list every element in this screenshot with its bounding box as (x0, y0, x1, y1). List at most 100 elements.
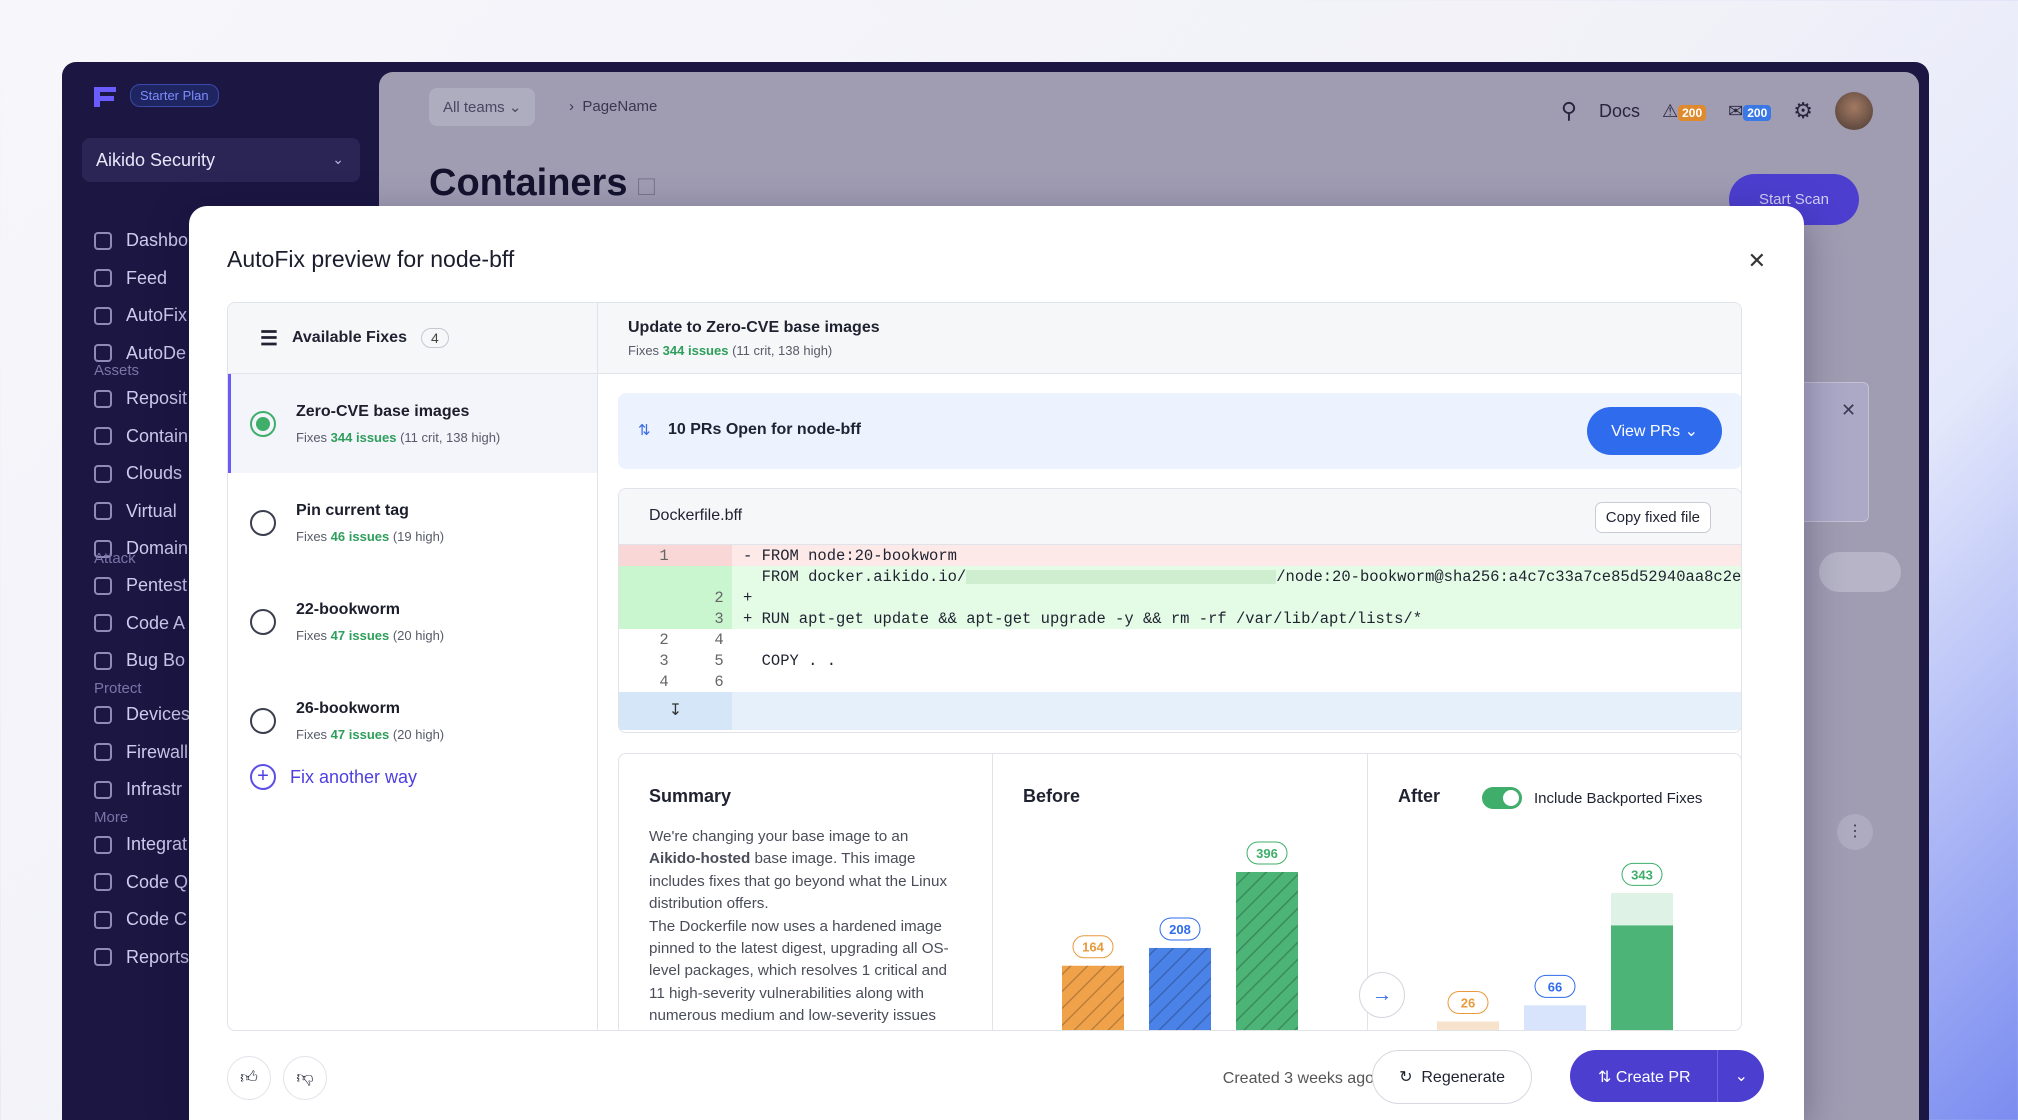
search-icon[interactable]: ⚲ (1560, 98, 1577, 123)
new-line-number: 5 (714, 652, 724, 670)
chart-bar-hatch (1149, 947, 1211, 1030)
summary-column: Summary We're changing your base image t… (619, 754, 993, 1030)
fix-detail-title: Update to Zero-CVE base images (628, 319, 880, 336)
regenerate-label: Regenerate (1421, 1069, 1505, 1086)
mail-icon[interactable]: ✉ 200 (1728, 101, 1772, 122)
regenerate-button[interactable]: ↻ Regenerate (1372, 1050, 1532, 1104)
new-line-number: 3 (714, 610, 724, 628)
sidebar-item[interactable]: Infrastr (94, 779, 182, 800)
sidebar-item-label: Reposit (126, 388, 188, 408)
expand-row[interactable]: ↧ (619, 692, 1741, 730)
fix-option[interactable]: Zero-CVE base images Fixes 344 issues (11… (228, 374, 597, 473)
code-text: + (743, 589, 753, 607)
sidebar-item[interactable]: AutoDe (94, 343, 186, 364)
chart-value-pill (1072, 935, 1114, 959)
create-pr-label: ⇅ Create PR (1598, 1069, 1691, 1086)
sidebar-item[interactable]: Integrat (94, 834, 187, 855)
backported-label: Include Backported Fixes (1534, 790, 1703, 807)
old-line-number: 4 (659, 673, 669, 691)
alerts-icon[interactable]: ⚠ 200 (1662, 101, 1707, 122)
code-text: + RUN apt-get update && apt-get upgrade … (743, 610, 1423, 628)
sidebar-item-label: Integrat (126, 834, 188, 854)
vm-icon (94, 502, 112, 520)
fix-issues: 47 issues (330, 627, 390, 643)
bookmark-icon[interactable]: □ (638, 170, 655, 201)
fix-title: Zero-CVE base images (296, 402, 470, 420)
diff-gutter (619, 545, 732, 566)
close-icon[interactable]: ✕ (1841, 400, 1857, 420)
more-icon[interactable]: ⋮ (1837, 814, 1873, 850)
sidebar-item[interactable]: Reposit (94, 388, 187, 409)
diff-line: 3 + RUN apt-get update && apt-get upgrade… (619, 608, 1741, 629)
sidebar-item-label: Code Q (126, 871, 189, 892)
diff-code: - FROM node:20-bookworm (743, 547, 957, 565)
fix-option[interactable]: Pin current tag Fixes 46 issues (19 high) (228, 473, 597, 572)
thumbs-down-icon[interactable]: 👎︎ (283, 1056, 327, 1100)
alerts-badge: 200 (1678, 104, 1707, 121)
docs-link[interactable]: Docs (1598, 100, 1640, 121)
sidebar-item[interactable]: Code Q (94, 872, 188, 893)
view-prs-button[interactable]: View PRs ⌄ (1587, 407, 1722, 455)
sidebar-item[interactable]: Domain (94, 538, 188, 559)
gear-icon[interactable]: ⚙ (1793, 98, 1813, 123)
radio-icon[interactable] (250, 509, 276, 536)
diff-code: COPY . . (743, 652, 836, 670)
create-pr-text: Create PR (1615, 1069, 1691, 1086)
diff-gutter (619, 587, 732, 608)
chevron-down-icon[interactable]: ⌄ (1734, 1068, 1748, 1085)
fix-subtitle: Fixes 47 issues (20 high) (296, 727, 444, 742)
fix-another-way-button[interactable]: + Fix another way (250, 764, 417, 790)
workspace-select[interactable]: Aikido Security ⌄ (82, 138, 360, 182)
radio-icon[interactable] (250, 608, 276, 635)
sidebar-item[interactable]: Dashbo (94, 230, 188, 251)
new-line-number: 2 (714, 589, 724, 607)
sidebar-item[interactable]: Clouds (94, 463, 182, 484)
bug-icon (94, 651, 112, 670)
team-select[interactable]: All teams ⌄ (429, 88, 536, 126)
sidebar-item-label: AutoFix (126, 305, 188, 325)
diff-viewer: Dockerfile.bff Copy fixed file 1 - FROM n… (618, 488, 1741, 733)
mail-badge: 200 (1743, 104, 1772, 121)
top-right-bar: ⚲ Docs ⚠ 200 ✉ 200 ⚙ (1561, 92, 1873, 130)
sidebar-item[interactable]: AutoFix (94, 305, 187, 326)
sidebar-item[interactable]: Firewall (94, 742, 188, 763)
fix-option[interactable]: 26-bookworm Fixes 47 issues (20 high) (228, 671, 597, 770)
copy-fixed-file-button[interactable]: Copy fixed file (1594, 502, 1711, 533)
page-title: Containers □ (429, 162, 655, 205)
backported-toggle[interactable] (1482, 787, 1522, 809)
sidebar-item[interactable]: Reports (94, 947, 189, 968)
sidebar-item[interactable]: Code A (94, 613, 185, 634)
container-icon (94, 427, 112, 445)
menu-icon[interactable]: ☰ (260, 327, 278, 350)
fix-detail: (20 high) (389, 627, 445, 643)
diff-line: 1 - FROM node:20-bookworm (619, 545, 1741, 566)
sidebar-item-label: Virtual (126, 500, 177, 521)
thumbs-up-icon[interactable]: 👍︎ (227, 1056, 271, 1100)
avatar[interactable] (1835, 92, 1873, 130)
fix-issues: 344 issues (330, 429, 397, 445)
detail-issues: 344 issues (662, 343, 729, 358)
before-title: Before (1023, 786, 1081, 806)
device-icon (94, 705, 112, 724)
radio-icon[interactable] (250, 410, 276, 437)
available-fixes-label: Available Fixes (291, 329, 407, 346)
sidebar-item[interactable]: Feed (94, 268, 167, 289)
close-icon[interactable]: ✕ (1747, 248, 1766, 273)
sidebar-item[interactable]: Pentest (94, 575, 187, 596)
sidebar-item[interactable]: Virtual (94, 501, 177, 522)
radio-icon[interactable] (250, 707, 276, 734)
fix-prefix: Fixes (296, 726, 331, 742)
fix-prefix: Fixes (296, 528, 331, 544)
fix-text: 22-bookworm Fixes 47 issues (20 high) (296, 601, 444, 643)
autodetect-icon (94, 344, 112, 362)
chart-value-label: 164 (1082, 940, 1104, 955)
sidebar-item[interactable]: Contain (94, 426, 188, 447)
expand-icon[interactable]: ↧ (619, 692, 732, 730)
sidebar-item[interactable]: Devices (94, 704, 190, 725)
sidebar-item[interactable]: Bug Bo (94, 650, 185, 671)
fix-option[interactable]: 22-bookworm Fixes 47 issues (20 high) (228, 572, 597, 671)
create-pr-button[interactable]: ⇅ Create PR ⌄ (1570, 1050, 1764, 1102)
sidebar-item[interactable]: Code C (94, 909, 187, 930)
